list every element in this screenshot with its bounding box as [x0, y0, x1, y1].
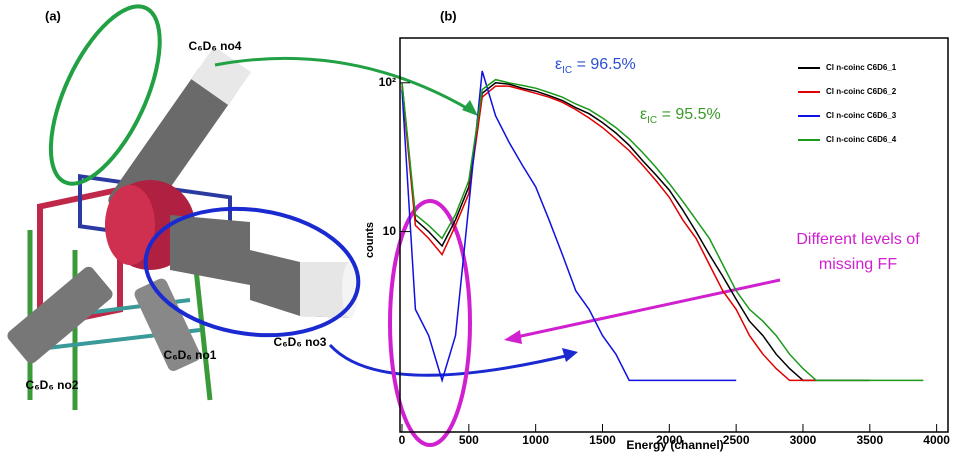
panel-label: (a) [45, 8, 61, 23]
x-tick-label: 500 [459, 433, 479, 447]
legend-label: Cl n-coinc C6D6_4 [826, 135, 897, 144]
x-tick-label: 2500 [723, 433, 750, 447]
series-line [402, 80, 923, 381]
series-line [402, 86, 816, 380]
annotation: εIC = 96.5% [555, 56, 636, 76]
y-tick-label: 10² [379, 75, 396, 89]
detector-drawing [5, 0, 780, 445]
annotation: Different levels of [796, 231, 920, 248]
y-tick-label: 10 [383, 224, 397, 238]
annotation: missing FF [819, 256, 897, 273]
figure: (a) C₆D₆ no4 C₆D₆ no3 C₆D₆ no1 C₆D₆ no2 … [0, 0, 955, 454]
y-axis-label: counts [364, 222, 376, 258]
detector-label: C₆D₆ no2 [26, 378, 79, 392]
x-tick-label: 2000 [656, 433, 683, 447]
x-tick-label: 3500 [856, 433, 883, 447]
annotation-part: ε [640, 106, 647, 123]
x-tick-label: 1500 [589, 433, 616, 447]
annotation-part: IC [562, 65, 572, 76]
annotation-part: = 96.5% [572, 56, 636, 73]
detector-label: C₆D₆ no1 [164, 348, 217, 362]
x-tick-label: 3000 [790, 433, 817, 447]
annotation-part: = 95.5% [657, 106, 721, 123]
detector-label: C₆D₆ no4 [189, 39, 242, 53]
legend-label: Cl n-coinc C6D6_2 [826, 87, 897, 96]
x-tick-label: 1000 [522, 433, 549, 447]
legend-label: Cl n-coinc C6D6_1 [826, 63, 897, 72]
x-tick-label: 4000 [923, 433, 950, 447]
annotation-part: ε [555, 56, 562, 73]
annotation-part: IC [647, 115, 657, 126]
legend-label: Cl n-coinc C6D6_3 [826, 111, 897, 120]
annotation: εIC = 95.5% [640, 106, 721, 126]
x-tick-label: 0 [399, 433, 406, 447]
detector-label: C₆D₆ no3 [274, 335, 327, 349]
panel-label: (b) [440, 8, 457, 23]
